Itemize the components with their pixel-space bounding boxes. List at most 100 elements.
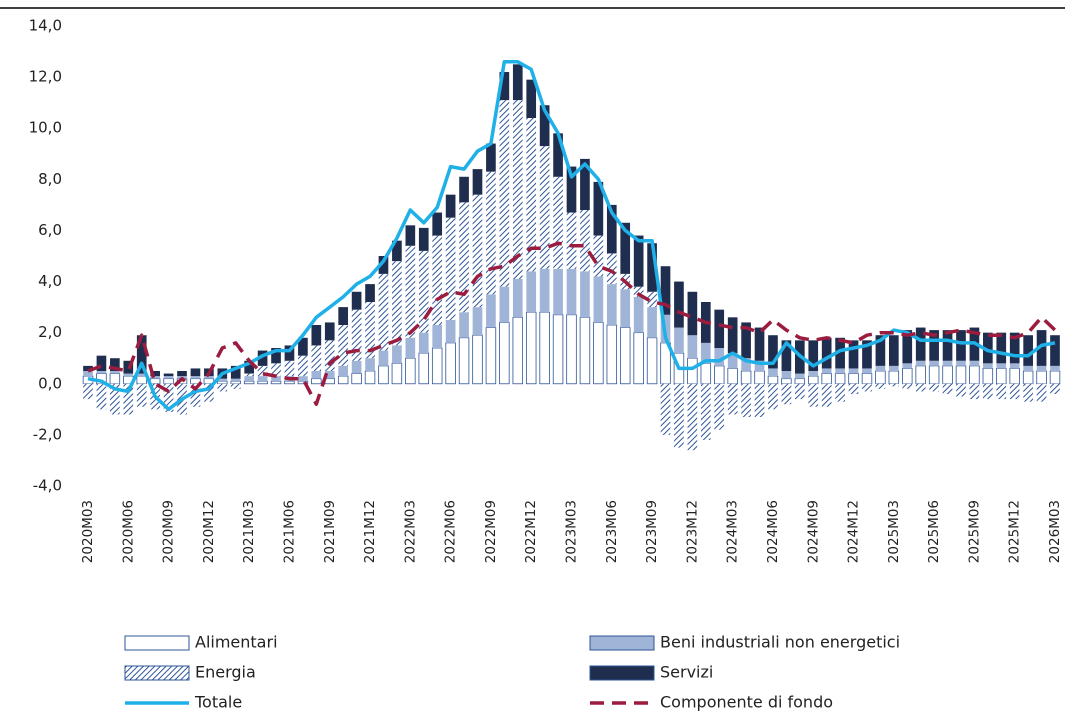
bar-segment [512,316,524,385]
legend-swatch [124,635,190,651]
bar-segment [633,296,644,333]
bar-segment [553,176,563,269]
bar-segment [915,327,926,361]
bar-segment [324,322,335,341]
bar-segment [1023,335,1033,366]
bar-segment [566,314,577,385]
bar-segment [808,375,819,385]
bar-segment [163,378,174,385]
bar-segment [217,378,228,382]
bar-segment [915,360,926,366]
bar-segment [633,332,644,385]
bar-segment [96,355,107,371]
bar-segment [418,250,429,333]
bar-segment [606,284,617,325]
bar-segment [862,340,872,369]
bar-segment [351,360,362,374]
bar-segment [1009,363,1020,369]
bar-segment [96,371,107,374]
bar-segment [83,383,93,400]
bar-segment [620,289,631,328]
bar-segment [956,330,966,361]
line-series [87,60,1056,412]
bar-segment [593,235,604,277]
bar-segment [472,307,483,336]
bar-segment [499,72,510,101]
bar-segment [445,217,456,320]
bar-segment [983,363,993,369]
bar-segment [445,194,456,218]
bar-segment [378,350,389,366]
bar-segment [942,330,953,361]
bar-segment [768,383,778,410]
legend-label: Energia [195,663,256,682]
bar-segment [915,365,926,385]
bar-segment [969,383,980,400]
x-tick-label: 2023M06 [604,500,620,563]
bar-segment [405,225,416,246]
bar-segment [768,335,778,369]
bar-segment [741,383,751,417]
bar-segment [1036,370,1047,385]
bar-segment [244,376,255,382]
bar-segment [794,383,805,400]
bar-segment [808,340,819,371]
legend-swatch [589,635,655,651]
bar-segment [754,327,765,361]
bar-segment [244,373,255,377]
bar-segment [204,376,214,379]
bar-segment [459,176,469,203]
bar-segment [1049,370,1061,385]
bar-segment [284,380,295,385]
bar-segment [956,383,966,397]
bar-segment [888,335,899,366]
x-tick-label: 2020M03 [80,500,96,563]
bar-segment [190,376,201,379]
bar-segment [580,158,590,210]
x-tick-label: 2026M03 [1047,500,1063,563]
bar-segment [365,302,375,359]
bar-segment [633,235,644,287]
bar-segment [392,240,402,262]
bar-segment [324,371,335,379]
y-tick-label: 4,0 [38,272,62,290]
bar-segment [888,365,899,371]
bar-segment [110,383,120,415]
bar-segment [821,383,832,407]
x-tick-label: 2023M12 [684,500,700,563]
bar-segment [700,362,712,385]
bar-segment [929,383,939,392]
bar-segment [365,358,375,371]
bar-segment [727,353,738,369]
bar-segment [432,325,443,348]
x-tick-label: 2024M03 [725,500,741,563]
x-tick-label: 2024M06 [765,500,781,563]
bar-segment [646,337,658,385]
bar-segment [512,279,523,318]
bar-segment [996,368,1007,385]
bar-segment [311,345,322,371]
bar-segment [338,365,349,377]
bar-segment [1050,335,1060,366]
bar-segment [431,347,443,385]
bar-segment [875,365,886,371]
x-tick-label: 2022M09 [483,500,499,563]
bar-segment [257,350,268,366]
bar-segment [848,368,859,374]
bar-segment [486,143,496,172]
bar-segment [848,383,859,394]
bar-segment [928,365,940,385]
bar-segment [337,375,349,385]
bar-segment [163,373,174,377]
bar-segment [123,373,134,377]
bar-segment [875,383,886,389]
bar-segment [96,383,107,410]
bar-segment [835,383,845,402]
bar-segment [579,316,591,385]
line-series [87,241,1057,406]
bar-segment [271,363,281,377]
bar-segment [445,342,456,385]
bar-segment [364,370,376,385]
bar-segment [351,373,362,385]
